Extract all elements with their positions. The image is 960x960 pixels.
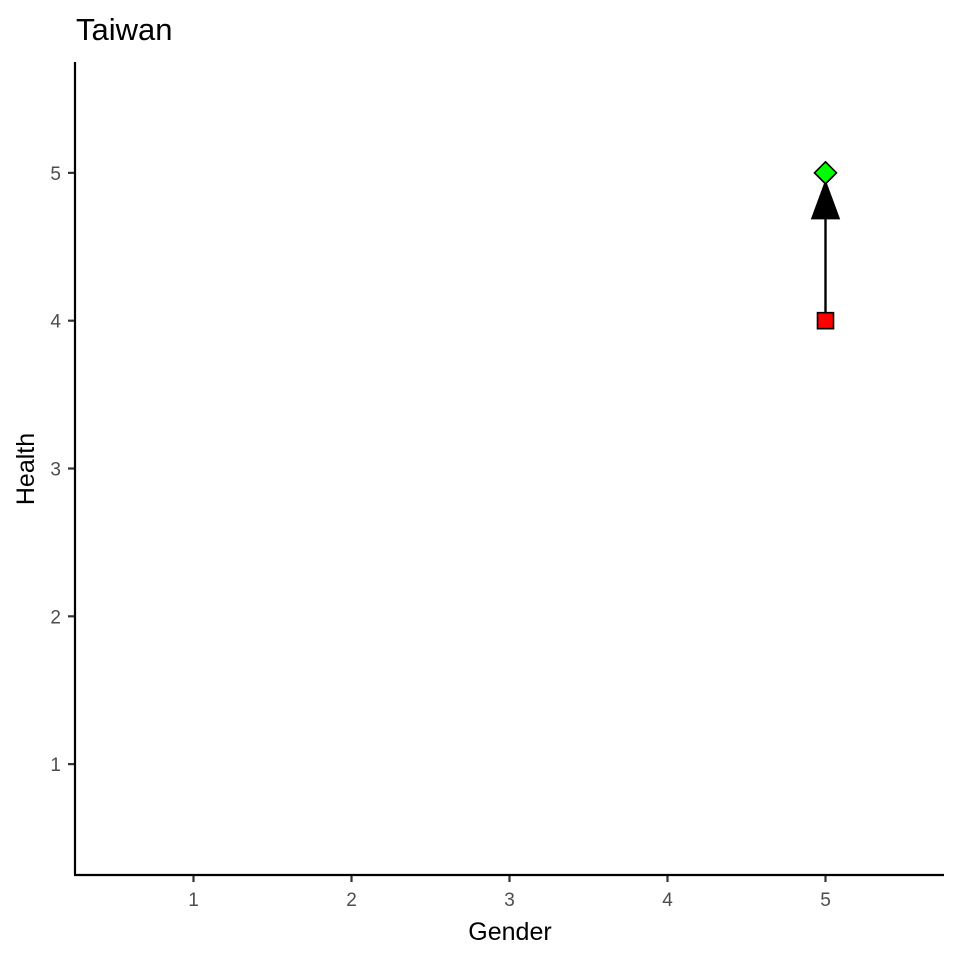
y-tick-label: 2: [50, 607, 61, 628]
y-tick-label: 5: [50, 164, 61, 185]
y-tick-label: 4: [50, 312, 61, 333]
x-axis-title: Gender: [468, 918, 551, 946]
x-tick-label: 5: [820, 890, 831, 911]
y-axis-ticks: 1 2 3 4 5: [50, 164, 75, 776]
y-axis-title: Health: [12, 433, 40, 505]
x-tick-label: 2: [346, 890, 357, 911]
chart-title: Taiwan: [76, 12, 173, 47]
y-tick-label: 3: [50, 460, 61, 481]
y-tick-label: 1: [50, 755, 61, 776]
arrow-head: [810, 179, 841, 220]
x-tick-label: 1: [188, 890, 199, 911]
x-axis-ticks: 1 2 3 4 5: [188, 875, 831, 911]
point-square: [816, 311, 835, 330]
x-tick-label: 3: [504, 890, 515, 911]
x-tick-label: 4: [662, 890, 673, 911]
point-diamond: [813, 160, 838, 185]
plot-marks: [810, 160, 841, 330]
